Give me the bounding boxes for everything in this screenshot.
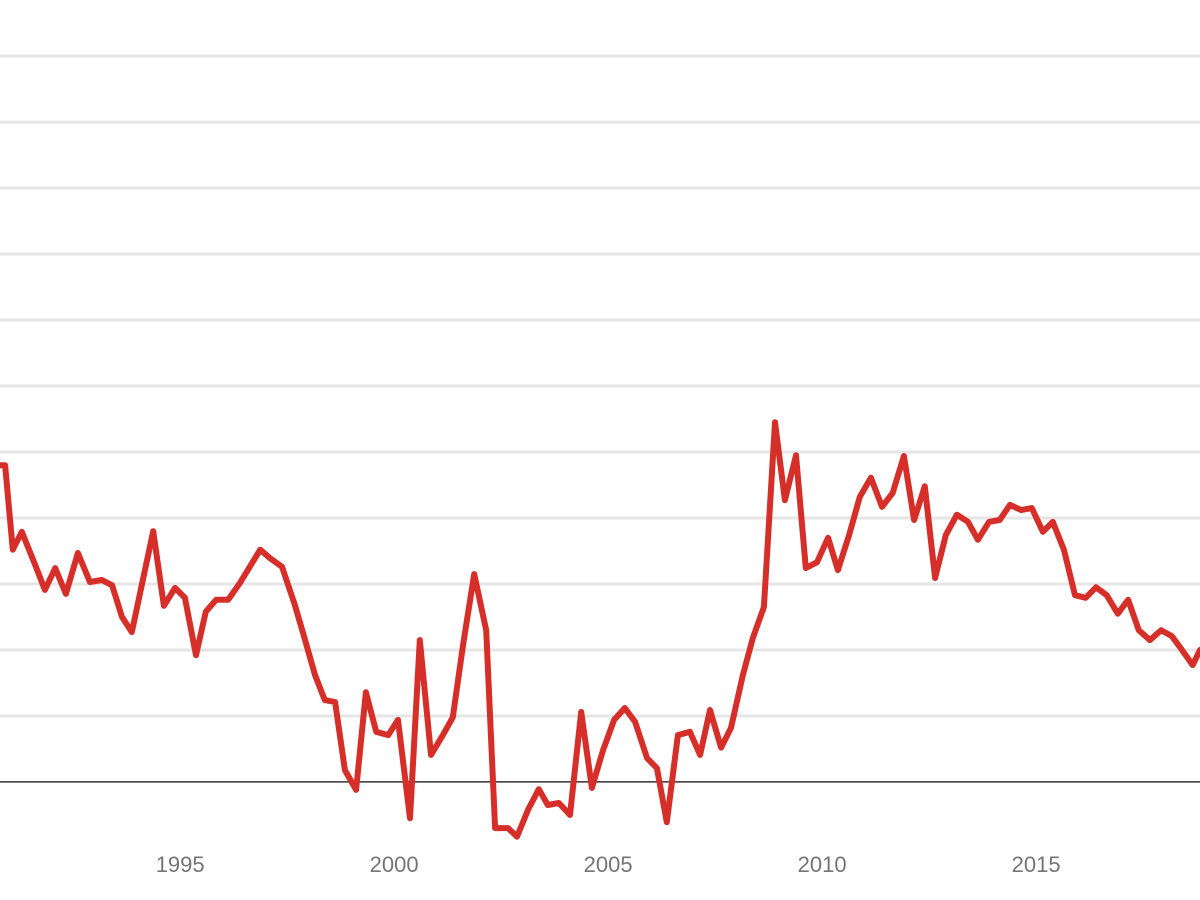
data-line bbox=[0, 419, 1200, 840]
x-tick-label: 2005 bbox=[584, 852, 633, 877]
x-tick-label: 2010 bbox=[798, 852, 847, 877]
x-tick-label: 2000 bbox=[370, 852, 419, 877]
x-tick-label: 2015 bbox=[1012, 852, 1061, 877]
x-tick-label: 1995 bbox=[156, 852, 205, 877]
